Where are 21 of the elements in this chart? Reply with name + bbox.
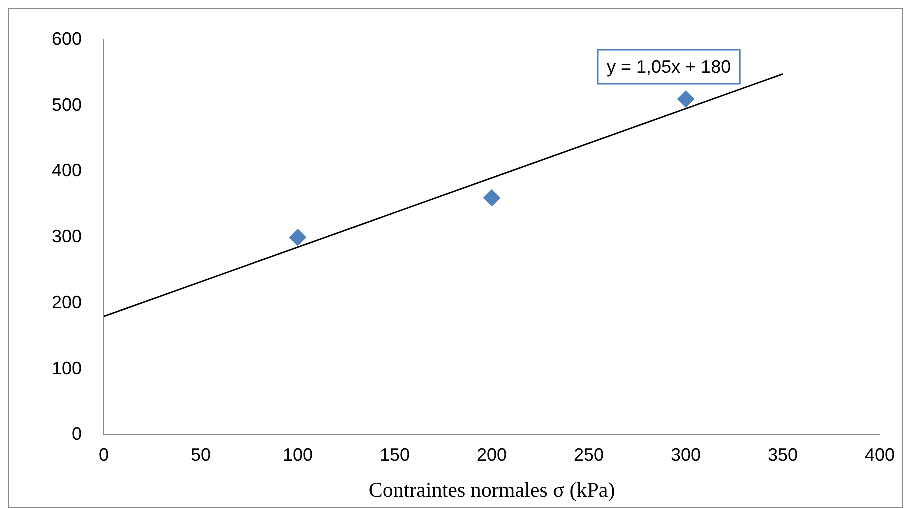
y-tick-label: 0: [72, 424, 82, 444]
point: [484, 190, 501, 207]
annotation: y = 1,05x + 180: [607, 56, 732, 77]
x-tick-label: 350: [768, 444, 798, 465]
x-tick-label: 200: [476, 444, 508, 465]
point: [677, 90, 694, 108]
x-tick-label: 0: [99, 444, 110, 465]
x-tick-label: 100: [282, 444, 314, 465]
y-tick-label: 500: [52, 94, 82, 115]
y-tick-label: 400: [52, 160, 82, 181]
x-tick-label: 150: [380, 444, 410, 465]
x-tick-label: 250: [574, 444, 604, 465]
y-tick-label: 100: [52, 358, 82, 378]
x-tick-label: 50: [191, 444, 212, 465]
x-tick-label: 400: [864, 444, 896, 465]
x-tick-label: 300: [670, 444, 702, 465]
point: [290, 229, 307, 246]
y-tick-label: 300: [52, 226, 82, 247]
y-tick-label: 600: [52, 28, 82, 49]
y-tick-label: 200: [52, 292, 82, 312]
x-axis-title: Contraintes normales σ (kPa): [368, 478, 616, 502]
